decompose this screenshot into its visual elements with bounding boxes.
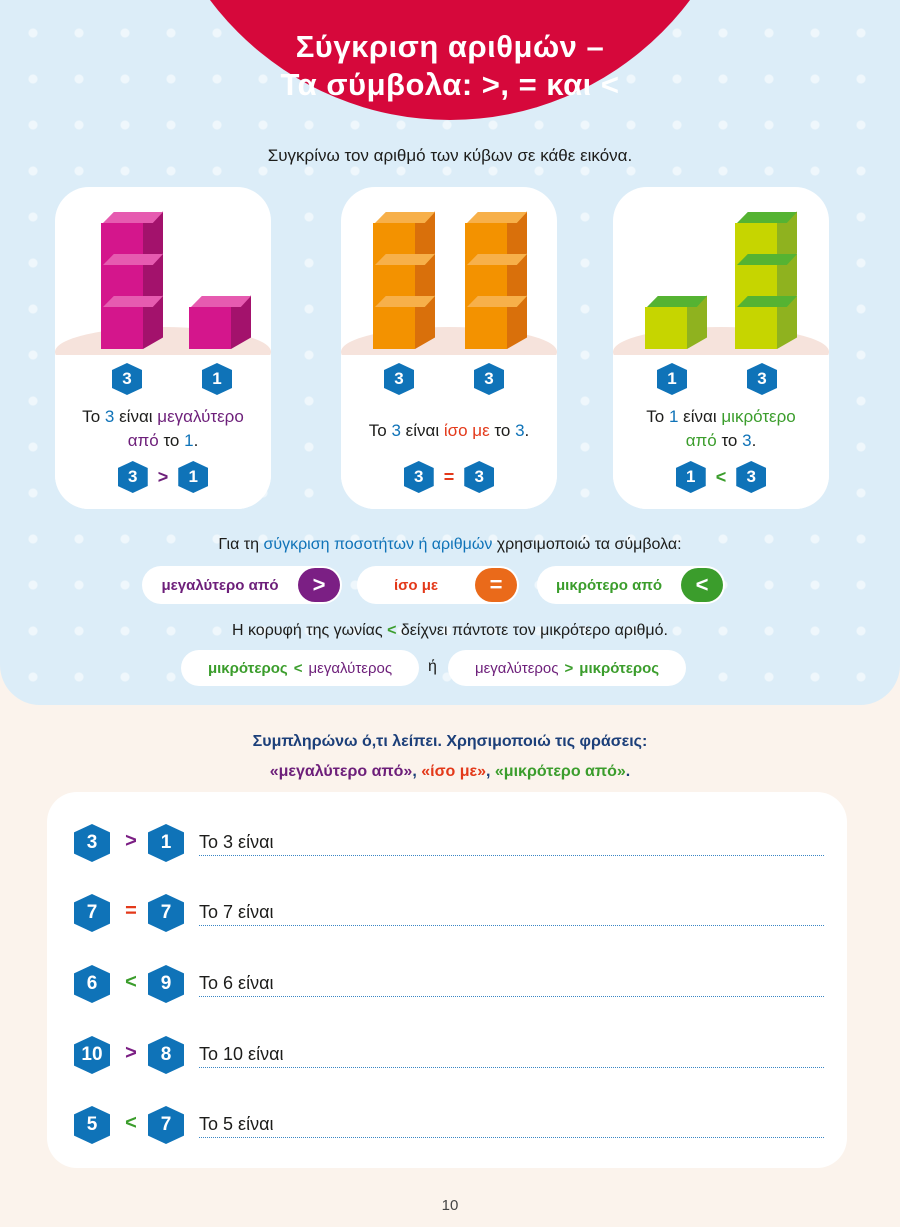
answer-line[interactable] [199, 1067, 824, 1068]
relation-pair-1: μικρότερος < μεγαλύτερος [181, 650, 419, 686]
number-hex: 1 [657, 363, 687, 395]
number-hex: 3 [747, 363, 777, 395]
cube-tower-1 [189, 295, 251, 349]
cube-tower-3 [465, 211, 527, 349]
cube [189, 295, 251, 349]
number-hex: 1 [202, 363, 232, 395]
symbol-row: 3 = 3 [341, 461, 557, 493]
cube [645, 295, 707, 349]
page-title: Σύγκριση αριθμών – Τα σύμβολα: >, = και … [280, 29, 620, 102]
symbol-pill-equal: ίσο με = [357, 566, 519, 604]
number-hex: 3 [112, 363, 142, 395]
page-number: 10 [441, 1197, 459, 1214]
answer-line[interactable] [199, 855, 824, 856]
relation-pair-2: μεγαλύτερος > μικρότερος [448, 650, 686, 686]
comparison-card-less: 1 3 Το 1 είναι μικρότερο από το 3. 1 < 3 [613, 187, 829, 509]
card-description: Το 3 είναι ίσο με το 3. [368, 421, 530, 440]
number-hex: 3 [474, 363, 504, 395]
number-hex: 3 [384, 363, 414, 395]
exercise-instruction: Συμπληρώνω ό,τι λείπει. Χρησιμοποιώ τις … [252, 733, 648, 780]
usage-text: Για τη σύγκριση ποσοτήτων ή αριθμών χρησ… [218, 536, 682, 553]
symbol-pill-less: μικρότερο από < [537, 566, 725, 604]
or-text: ή [428, 658, 437, 675]
cube-tower-1 [645, 295, 707, 349]
exercise-row: 3 > 1 Το 3 είναι [74, 820, 824, 862]
cube-tower-3 [735, 211, 797, 349]
note-text: Η κορυφή της γωνίας < δείχνει πάντοτε το… [231, 622, 668, 639]
card-description: Το 3 είναι μεγαλύτερο από το 1. [82, 407, 244, 450]
answer-line[interactable] [199, 925, 824, 926]
answer-line[interactable] [199, 1137, 824, 1138]
cube-tower-3 [373, 211, 435, 349]
card-description: Το 1 είναι μικρότερο από το 3. [646, 407, 796, 450]
comparison-card-greater: 3 1 Το 3 είναι μεγαλύτερο από το 1. 3 > … [55, 187, 271, 509]
exercise-row: 7 = 7 Το 7 είναι [74, 890, 824, 932]
cube [735, 295, 797, 349]
answer-line[interactable] [199, 996, 824, 997]
symbol-row: 3 > 1 [55, 461, 271, 493]
exercise-row: 10 > 8 Το 10 είναι [74, 1032, 824, 1074]
exercise-row: 6 < 9 Το 6 είναι [74, 961, 824, 1003]
exercise-panel: 3 > 1 Το 3 είναι 7 = 7 Το 7 είναι 6 < 9 … [47, 792, 847, 1168]
exercise-row: 5 < 7 Το 5 είναι [74, 1102, 824, 1144]
symbol-row: 1 < 3 [613, 461, 829, 493]
cube [373, 295, 435, 349]
cube [101, 295, 163, 349]
intro-text: Συγκρίνω τον αριθμό των κύβων σε κάθε ει… [267, 146, 633, 165]
cube-tower-3 [101, 211, 163, 349]
comparison-card-equal: 3 3 Το 3 είναι ίσο με το 3. 3 = 3 [341, 187, 557, 509]
symbol-pill-greater: μεγαλύτερο από > [142, 566, 342, 604]
cube [465, 295, 527, 349]
